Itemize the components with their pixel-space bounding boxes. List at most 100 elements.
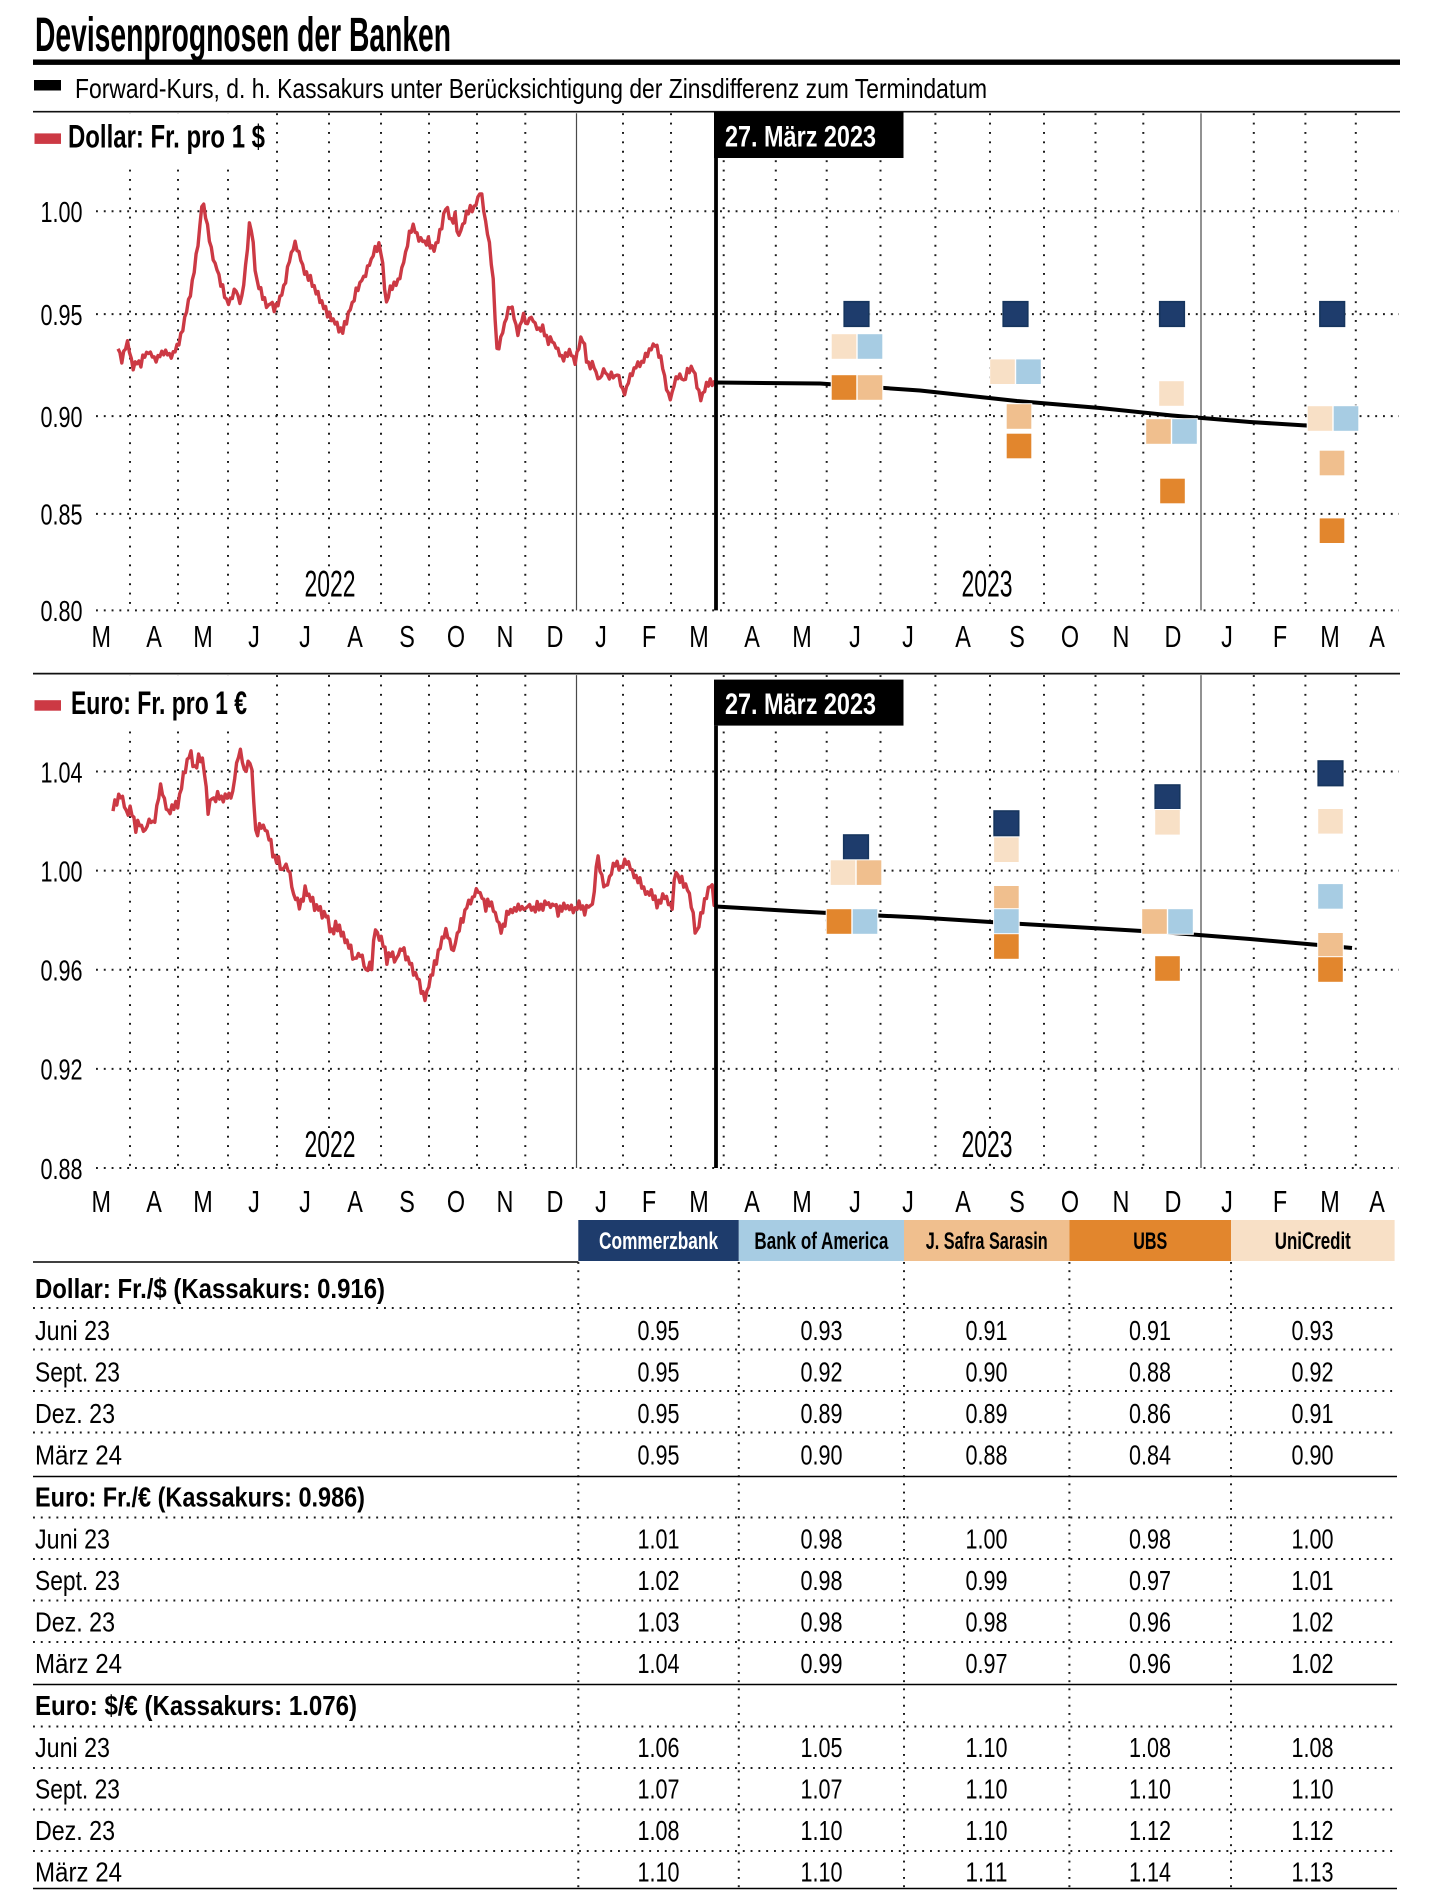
svg-text:F: F [1273, 1184, 1287, 1219]
svg-text:M: M [193, 1184, 213, 1219]
svg-text:M: M [792, 619, 812, 654]
svg-text:N: N [1113, 1184, 1130, 1219]
svg-text:0.95: 0.95 [41, 300, 83, 332]
svg-text:0.92: 0.92 [1292, 1357, 1334, 1388]
svg-text:1.07: 1.07 [638, 1774, 680, 1805]
svg-text:1.10: 1.10 [1292, 1774, 1334, 1805]
svg-text:Euro: $/€ (Kassakurs: 1.076): Euro: $/€ (Kassakurs: 1.076) [35, 1690, 357, 1721]
svg-text:S: S [399, 619, 415, 654]
svg-text:Dez. 23: Dez. 23 [35, 1607, 115, 1638]
svg-text:J: J [849, 1184, 861, 1219]
svg-text:0.89: 0.89 [801, 1398, 843, 1429]
svg-text:J: J [248, 1184, 260, 1219]
svg-text:Bank of America: Bank of America [754, 1228, 888, 1255]
svg-text:M: M [193, 619, 213, 654]
svg-text:1.02: 1.02 [1292, 1607, 1334, 1638]
svg-text:J: J [299, 619, 311, 654]
svg-text:O: O [1061, 1184, 1079, 1219]
svg-text:0.99: 0.99 [966, 1565, 1008, 1596]
svg-text:2022: 2022 [305, 564, 356, 605]
svg-text:D: D [1165, 619, 1182, 654]
svg-text:0.92: 0.92 [801, 1357, 843, 1388]
svg-text:J: J [849, 619, 861, 654]
svg-text:Commerzbank: Commerzbank [599, 1228, 718, 1255]
svg-text:0.95: 0.95 [638, 1357, 680, 1388]
svg-text:0.93: 0.93 [801, 1315, 843, 1346]
svg-text:1.05: 1.05 [801, 1732, 843, 1763]
svg-text:0.92: 0.92 [41, 1055, 83, 1087]
svg-text:Dez. 23: Dez. 23 [35, 1398, 115, 1429]
svg-text:J: J [299, 1184, 311, 1219]
svg-text:A: A [955, 1184, 971, 1219]
svg-text:0.98: 0.98 [801, 1607, 843, 1638]
svg-text:0.91: 0.91 [966, 1315, 1008, 1346]
svg-text:A: A [347, 1184, 363, 1219]
svg-text:0.95: 0.95 [638, 1440, 680, 1471]
svg-text:S: S [399, 1184, 415, 1219]
svg-text:1.12: 1.12 [1292, 1815, 1334, 1846]
svg-text:A: A [955, 619, 971, 654]
svg-text:A: A [146, 1184, 162, 1219]
svg-text:1.06: 1.06 [638, 1732, 680, 1763]
svg-text:J: J [1221, 1184, 1233, 1219]
svg-text:0.88: 0.88 [966, 1440, 1008, 1471]
svg-text:0.93: 0.93 [1292, 1315, 1334, 1346]
svg-text:1.00: 1.00 [41, 197, 83, 229]
svg-text:1.08: 1.08 [1129, 1732, 1171, 1763]
svg-text:27. März 2023: 27. März 2023 [725, 121, 876, 154]
svg-text:1.02: 1.02 [1292, 1648, 1334, 1679]
svg-text:F: F [642, 1184, 656, 1219]
svg-text:O: O [447, 1184, 465, 1219]
svg-text:M: M [92, 1184, 112, 1219]
svg-text:O: O [447, 619, 465, 654]
svg-text:A: A [744, 619, 760, 654]
svg-text:0.88: 0.88 [1129, 1357, 1171, 1388]
svg-text:1.01: 1.01 [638, 1524, 680, 1555]
svg-text:0.91: 0.91 [1292, 1398, 1334, 1429]
svg-text:M: M [689, 1184, 709, 1219]
svg-text:März 24: März 24 [35, 1857, 122, 1888]
svg-text:1.14: 1.14 [1129, 1857, 1171, 1888]
svg-text:S: S [1009, 619, 1025, 654]
svg-text:D: D [547, 619, 564, 654]
svg-text:0.91: 0.91 [1129, 1315, 1171, 1346]
svg-text:M: M [689, 619, 709, 654]
svg-text:Juni 23: Juni 23 [35, 1315, 110, 1346]
svg-text:0.90: 0.90 [966, 1357, 1008, 1388]
svg-text:Dollar: Fr./$ (Kassakurs: 0.91: Dollar: Fr./$ (Kassakurs: 0.916) [35, 1273, 385, 1304]
svg-text:0.86: 0.86 [1129, 1398, 1171, 1429]
svg-text:UniCredit: UniCredit [1275, 1228, 1351, 1255]
svg-text:2022: 2022 [305, 1124, 356, 1165]
svg-text:M: M [1320, 1184, 1340, 1219]
svg-text:1.10: 1.10 [801, 1815, 843, 1846]
svg-text:1.00: 1.00 [1292, 1524, 1334, 1555]
svg-text:J: J [902, 1184, 914, 1219]
svg-text:A: A [347, 619, 363, 654]
svg-text:März 24: März 24 [35, 1440, 122, 1471]
svg-text:N: N [1113, 619, 1130, 654]
svg-text:1.01: 1.01 [1292, 1565, 1334, 1596]
svg-text:1.00: 1.00 [966, 1524, 1008, 1555]
svg-text:Euro: Fr./€ (Kassakurs: 0.986): Euro: Fr./€ (Kassakurs: 0.986) [35, 1482, 365, 1513]
svg-text:J: J [248, 619, 260, 654]
svg-text:0.98: 0.98 [801, 1524, 843, 1555]
svg-text:F: F [642, 619, 656, 654]
svg-text:0.95: 0.95 [638, 1315, 680, 1346]
svg-text:Devisenprognosen der Banken: Devisenprognosen der Banken [35, 9, 451, 62]
svg-text:A: A [744, 1184, 760, 1219]
svg-text:0.98: 0.98 [966, 1607, 1008, 1638]
svg-text:0.98: 0.98 [801, 1565, 843, 1596]
svg-text:0.97: 0.97 [966, 1648, 1008, 1679]
svg-text:1.10: 1.10 [966, 1732, 1008, 1763]
svg-text:1.07: 1.07 [801, 1774, 843, 1805]
svg-text:1.02: 1.02 [638, 1565, 680, 1596]
svg-text:Juni 23: Juni 23 [35, 1524, 110, 1555]
svg-text:J: J [902, 619, 914, 654]
svg-text:0.89: 0.89 [966, 1398, 1008, 1429]
svg-text:F: F [1273, 619, 1287, 654]
svg-text:D: D [547, 1184, 564, 1219]
svg-text:0.85: 0.85 [41, 500, 83, 532]
svg-text:1.04: 1.04 [638, 1648, 680, 1679]
svg-text:S: S [1009, 1184, 1025, 1219]
svg-text:1.03: 1.03 [638, 1607, 680, 1638]
